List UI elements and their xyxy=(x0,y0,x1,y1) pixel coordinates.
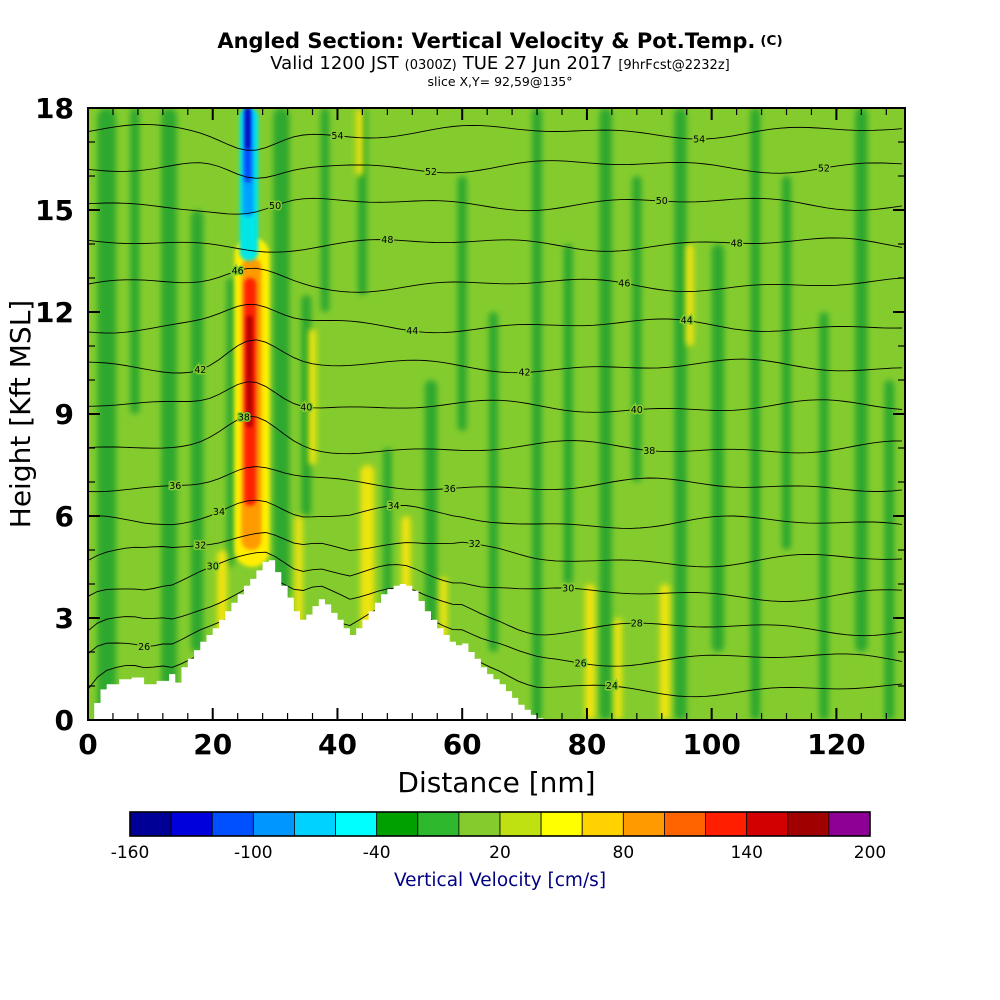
svg-text:38: 38 xyxy=(643,446,655,457)
chart-header: Angled Section: Vertical Velocity & Pot.… xyxy=(0,29,1000,89)
svg-text:48: 48 xyxy=(731,238,743,249)
x-tick-label: 40 xyxy=(318,728,357,761)
velocity-shading-bands xyxy=(97,108,895,720)
valid-time: Valid 1200 JST xyxy=(270,53,399,75)
svg-text:32: 32 xyxy=(194,541,206,552)
isentrope-contours xyxy=(88,123,902,698)
svg-text:46: 46 xyxy=(232,266,244,277)
svg-text:54: 54 xyxy=(331,131,343,142)
y-tick-label: 12 xyxy=(35,296,74,329)
svg-text:36: 36 xyxy=(444,484,456,495)
terrain-silhouette xyxy=(88,560,544,720)
valid-time-line: Valid 1200 JST (0300Z) TUE 27 Jun 2017 [9hr… xyxy=(0,53,1000,75)
svg-text:38: 38 xyxy=(238,412,250,423)
svg-text:52: 52 xyxy=(818,163,830,174)
colorbar: -160 -100 -40 20 80 140 200 Vertical Velocity [… xyxy=(111,811,886,891)
x-tick-label: 60 xyxy=(443,728,482,761)
slice-info: slice X,Y= 92,59@135° xyxy=(427,73,573,89)
y-tick-label: 18 xyxy=(35,92,74,125)
colorbar-tick-label: 200 xyxy=(854,843,886,863)
svg-text:36: 36 xyxy=(169,481,181,492)
svg-text:28: 28 xyxy=(631,618,643,629)
valid-utc: (0300Z) xyxy=(404,58,457,74)
svg-text:24: 24 xyxy=(606,681,618,692)
x-axis-title: Distance [nm] xyxy=(397,766,595,799)
x-tick-label: 0 xyxy=(78,728,97,761)
svg-text:44: 44 xyxy=(681,316,693,327)
colorbar-title: Vertical Velocity [cm/s] xyxy=(394,870,606,891)
colorbar-tick-label: -40 xyxy=(363,843,391,863)
y-axis-title: Height [Kft MSL] xyxy=(4,300,37,528)
svg-text:40: 40 xyxy=(631,405,643,416)
title-unit: (C) xyxy=(760,33,783,49)
svg-text:50: 50 xyxy=(269,201,281,212)
svg-text:26: 26 xyxy=(138,642,150,653)
colorbar-tick-label: 20 xyxy=(489,843,511,863)
title-text: Angled Section: Vertical Velocity & Pot.… xyxy=(217,29,756,53)
svg-text:40: 40 xyxy=(300,402,312,413)
svg-text:44: 44 xyxy=(406,326,418,337)
svg-text:34: 34 xyxy=(213,507,225,518)
x-tick-label: 100 xyxy=(682,728,740,761)
colorbar-tick-label: -100 xyxy=(234,843,273,863)
colorbar-tick-label: -160 xyxy=(111,843,150,863)
updraft-downdraft-cells xyxy=(234,108,270,567)
axes-frame xyxy=(87,107,906,721)
y-tick-label: 15 xyxy=(35,194,74,227)
svg-text:48: 48 xyxy=(381,235,393,246)
colorbar-tick-label: 80 xyxy=(613,843,635,863)
chart-title: Angled Section: Vertical Velocity & Pot.… xyxy=(0,29,1000,53)
svg-text:52: 52 xyxy=(425,167,437,178)
y-tick-label: 6 xyxy=(55,500,74,533)
y-tick-label: 3 xyxy=(55,602,74,635)
svg-text:54: 54 xyxy=(693,134,705,145)
svg-text:42: 42 xyxy=(194,365,206,376)
svg-text:34: 34 xyxy=(388,501,400,512)
svg-text:42: 42 xyxy=(519,368,531,379)
x-tick-label: 120 xyxy=(807,728,865,761)
x-tick-label: 80 xyxy=(567,728,606,761)
svg-text:30: 30 xyxy=(562,583,574,594)
forecast-init: [9hrFcst@2232z] xyxy=(618,58,730,74)
svg-text:50: 50 xyxy=(656,196,668,207)
y-tick-label: 0 xyxy=(55,704,74,737)
svg-text:26: 26 xyxy=(575,658,587,669)
valid-date: TUE 27 Jun 2017 xyxy=(462,53,613,75)
svg-text:30: 30 xyxy=(207,561,219,572)
y-tick-label: 9 xyxy=(55,398,74,431)
svg-text:32: 32 xyxy=(469,539,481,550)
svg-text:46: 46 xyxy=(618,278,630,289)
colorbar-tick-label: 140 xyxy=(730,843,762,863)
x-tick-label: 20 xyxy=(193,728,232,761)
